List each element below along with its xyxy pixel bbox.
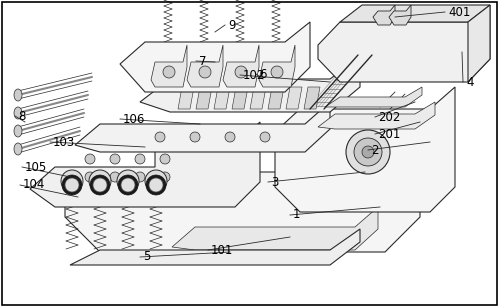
Ellipse shape (14, 143, 22, 155)
Text: 105: 105 (25, 161, 47, 173)
Circle shape (89, 170, 111, 192)
Text: 202: 202 (378, 111, 400, 123)
Circle shape (260, 132, 270, 142)
Polygon shape (373, 5, 395, 25)
Polygon shape (340, 5, 490, 22)
Polygon shape (232, 87, 248, 109)
Circle shape (110, 154, 120, 164)
Polygon shape (318, 102, 435, 129)
Polygon shape (196, 87, 212, 109)
Circle shape (62, 175, 82, 195)
Circle shape (225, 132, 235, 142)
Circle shape (155, 132, 165, 142)
Circle shape (121, 178, 135, 192)
Polygon shape (187, 45, 223, 87)
Text: 101: 101 (211, 243, 234, 257)
Circle shape (346, 130, 390, 174)
Text: 103: 103 (53, 135, 75, 149)
Text: 104: 104 (23, 178, 45, 192)
Polygon shape (304, 87, 320, 109)
Ellipse shape (14, 107, 22, 119)
Circle shape (190, 132, 200, 142)
Text: 7: 7 (199, 55, 207, 68)
Polygon shape (65, 142, 420, 252)
Polygon shape (325, 87, 422, 107)
Circle shape (85, 172, 95, 182)
Text: 106: 106 (123, 112, 145, 126)
Text: 201: 201 (378, 127, 400, 141)
Polygon shape (468, 5, 490, 82)
Text: 5: 5 (143, 251, 150, 263)
Circle shape (135, 172, 145, 182)
Circle shape (117, 170, 139, 192)
Ellipse shape (14, 125, 22, 137)
Text: 8: 8 (18, 110, 25, 122)
Text: 1: 1 (293, 208, 300, 221)
Circle shape (145, 170, 167, 192)
Circle shape (61, 170, 83, 192)
Polygon shape (140, 57, 360, 112)
Circle shape (235, 66, 247, 78)
Polygon shape (70, 229, 360, 265)
Circle shape (90, 175, 110, 195)
Circle shape (110, 172, 120, 182)
Circle shape (65, 178, 79, 192)
Circle shape (199, 66, 211, 78)
Text: 2: 2 (371, 143, 379, 157)
Circle shape (354, 138, 382, 166)
Circle shape (163, 66, 175, 78)
Circle shape (362, 146, 374, 158)
Ellipse shape (14, 89, 22, 101)
Text: 4: 4 (466, 76, 474, 88)
Polygon shape (172, 207, 378, 250)
Circle shape (118, 175, 138, 195)
Polygon shape (75, 102, 330, 152)
Circle shape (149, 178, 163, 192)
Polygon shape (120, 22, 310, 92)
Circle shape (146, 175, 166, 195)
Circle shape (93, 178, 107, 192)
Text: 3: 3 (271, 176, 278, 188)
Polygon shape (389, 5, 411, 25)
Polygon shape (318, 5, 490, 82)
Circle shape (135, 154, 145, 164)
Text: 9: 9 (228, 18, 236, 32)
Text: 102: 102 (243, 68, 265, 81)
Polygon shape (223, 45, 259, 87)
Circle shape (160, 154, 170, 164)
Polygon shape (30, 122, 260, 207)
Polygon shape (151, 45, 187, 87)
Polygon shape (275, 87, 455, 212)
Polygon shape (250, 87, 266, 109)
Polygon shape (178, 87, 194, 109)
Circle shape (271, 66, 283, 78)
Polygon shape (286, 87, 302, 109)
Circle shape (85, 154, 95, 164)
Circle shape (160, 172, 170, 182)
Polygon shape (259, 45, 295, 87)
Text: 6: 6 (259, 68, 266, 80)
Polygon shape (214, 87, 230, 109)
Text: 401: 401 (448, 6, 471, 18)
Polygon shape (268, 87, 284, 109)
